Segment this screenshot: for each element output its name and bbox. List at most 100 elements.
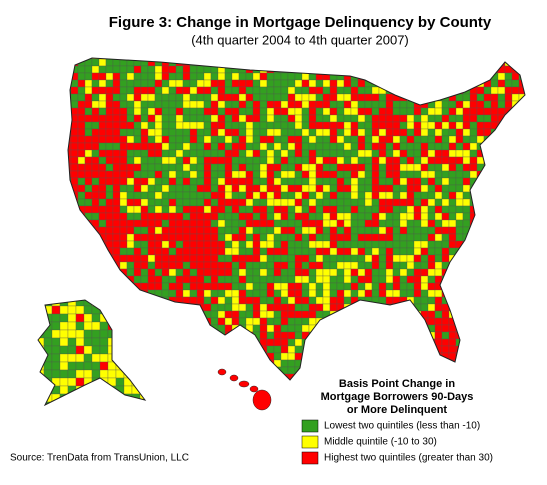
county-cell — [112, 79, 121, 88]
county-cell — [189, 282, 198, 291]
county-cell — [399, 135, 408, 144]
county-cell — [385, 205, 394, 214]
county-cell — [490, 205, 499, 214]
county-cell — [322, 275, 331, 284]
county-cell — [119, 86, 128, 95]
county-cell — [441, 72, 450, 81]
county-cell — [83, 361, 93, 371]
county-cell — [161, 212, 170, 221]
county-cell — [210, 261, 219, 270]
county-cell — [462, 324, 471, 333]
county-cell — [399, 114, 408, 123]
county-cell — [427, 170, 436, 179]
county-cell — [505, 381, 512, 388]
county-cell — [252, 310, 261, 319]
county-cell — [315, 142, 324, 151]
county-cell — [315, 177, 324, 186]
county-cell — [385, 352, 394, 361]
county-cell — [67, 345, 77, 355]
county-cell — [329, 191, 338, 200]
county-cell — [371, 247, 380, 256]
county-cell — [252, 303, 261, 312]
county-cell — [364, 107, 373, 116]
county-cell — [343, 345, 352, 354]
county-cell — [91, 184, 100, 193]
county-cell — [378, 289, 387, 298]
county-cell — [139, 401, 145, 405]
county-cell — [280, 93, 289, 102]
county-cell — [107, 305, 117, 315]
county-cell — [434, 296, 443, 305]
county-cell — [526, 220, 533, 227]
county-cell — [266, 142, 275, 151]
county-cell — [203, 247, 212, 256]
county-cell — [308, 373, 317, 380]
county-cell — [133, 373, 142, 380]
county-cell — [392, 100, 401, 109]
county-cell — [441, 191, 450, 200]
county-cell — [476, 240, 485, 249]
county-cell — [322, 163, 331, 172]
county-cell — [51, 361, 61, 371]
county-cell — [350, 212, 359, 221]
county-cell — [308, 184, 317, 193]
county-cell — [329, 170, 338, 179]
county-cell — [203, 149, 212, 158]
county-cell — [350, 233, 359, 242]
county-cell — [315, 205, 324, 214]
county-cell — [504, 177, 513, 186]
county-cell — [196, 107, 205, 116]
county-cell — [126, 219, 135, 228]
county-cell — [497, 261, 506, 270]
county-cell — [518, 205, 525, 214]
county-cell — [308, 359, 317, 368]
county-cell — [217, 79, 226, 88]
county-cell — [399, 366, 408, 375]
county-cell — [357, 58, 366, 67]
county-cell — [154, 247, 163, 256]
county-cell — [413, 184, 422, 193]
county-cell — [301, 359, 310, 368]
county-cell — [441, 135, 450, 144]
county-cell — [224, 303, 233, 312]
county-cell — [217, 282, 226, 291]
county-cell — [59, 321, 69, 331]
county-cell — [91, 254, 100, 263]
county-cell — [245, 72, 254, 81]
county-cell — [308, 79, 317, 88]
county-cell — [490, 58, 499, 67]
county-cell — [98, 219, 107, 228]
county-cell — [217, 352, 226, 361]
county-cell — [245, 100, 254, 109]
county-cell — [189, 121, 198, 130]
county-cell — [266, 233, 275, 242]
county-cell — [336, 289, 345, 298]
county-cell — [364, 128, 373, 137]
county-cell — [259, 268, 268, 277]
county-cell — [294, 177, 303, 186]
county-cell — [217, 212, 226, 221]
county-cell — [196, 261, 205, 270]
county-cell — [83, 337, 93, 347]
county-cell — [483, 58, 492, 60]
county-cell — [196, 93, 205, 102]
county-cell — [497, 86, 506, 95]
county-cell — [329, 107, 338, 116]
county-cell — [526, 108, 533, 115]
county-cell — [518, 100, 525, 109]
county-cell — [350, 191, 359, 200]
county-cell — [413, 205, 422, 214]
county-cell — [84, 247, 93, 256]
county-cell — [218, 381, 225, 388]
county-cell — [448, 170, 457, 179]
county-cell — [210, 205, 219, 214]
county-cell — [133, 352, 142, 361]
county-cell — [147, 303, 156, 312]
county-cell — [294, 191, 303, 200]
county-cell — [224, 72, 233, 81]
county-cell — [308, 212, 317, 221]
county-cell — [252, 142, 261, 151]
county-cell — [294, 58, 303, 67]
county-cell — [336, 121, 345, 130]
county-cell — [273, 156, 282, 165]
